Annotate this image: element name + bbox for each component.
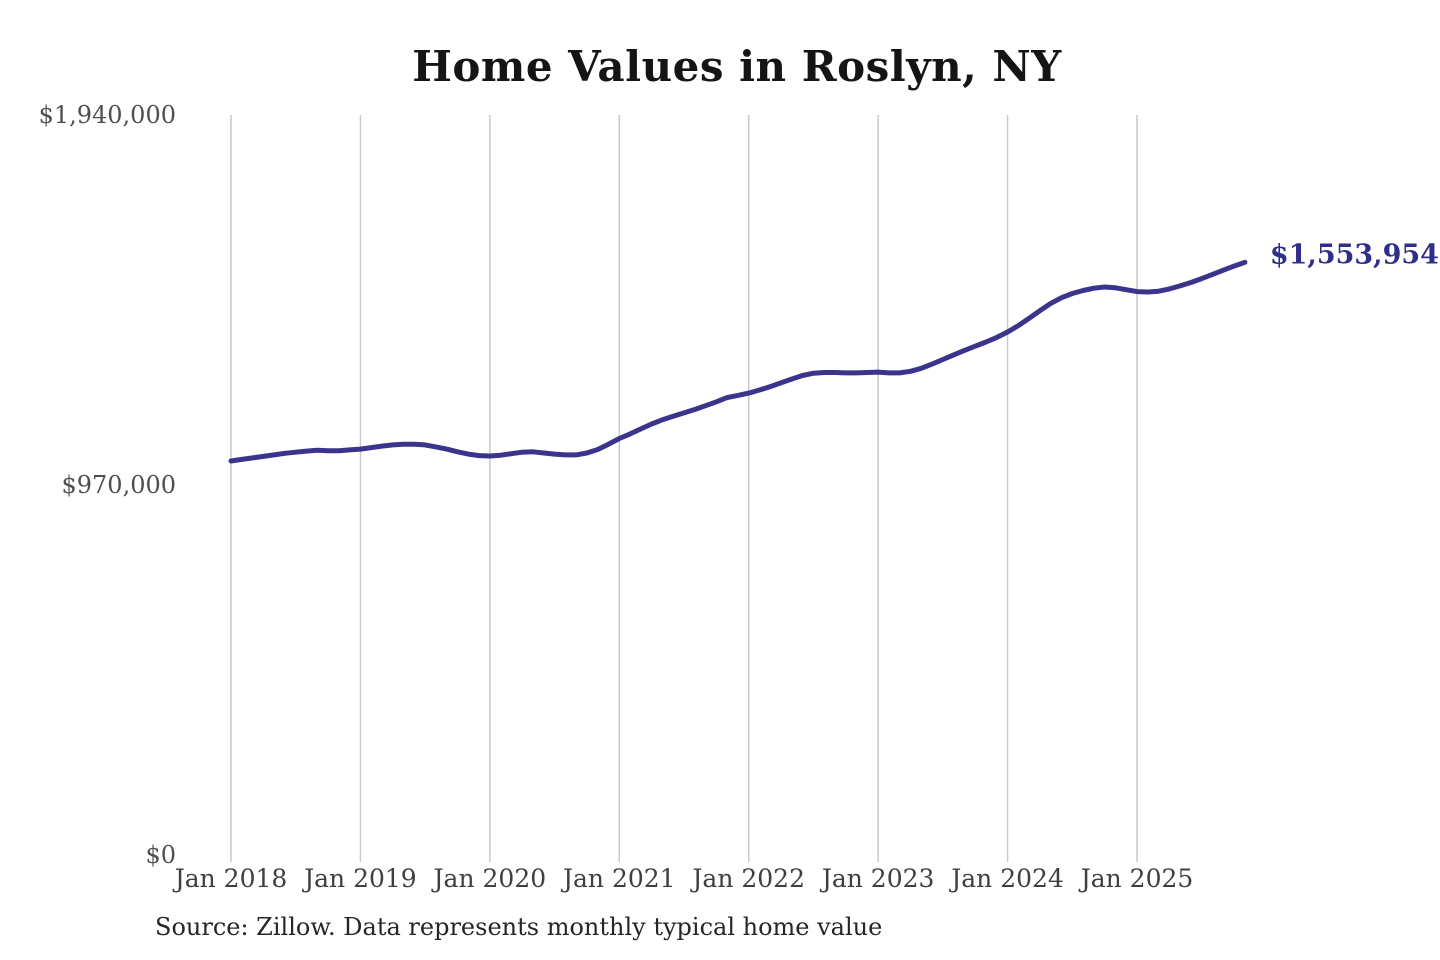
y-tick-label-0: $0 (145, 841, 176, 869)
vertical-gridlines (230, 115, 1138, 862)
home-value-line-series (228, 259, 1248, 464)
y-tick-label-1940000: $1,940,000 (38, 101, 176, 129)
chart-title: Home Values in Roslyn, NY (412, 42, 1062, 91)
x-tick-label-jan-2021: Jan 2021 (562, 864, 676, 893)
source-note: Source: Zillow. Data represents monthly … (155, 913, 883, 941)
y-tick-label-970000: $970,000 (61, 471, 176, 499)
x-tick-label-jan-2020: Jan 2020 (433, 864, 547, 893)
x-tick-label-jan-2022: Jan 2022 (692, 864, 806, 893)
x-tick-label-jan-2018: Jan 2018 (174, 864, 288, 893)
x-tick-label-jan-2024: Jan 2024 (951, 864, 1064, 893)
x-tick-label-jan-2019: Jan 2019 (304, 864, 417, 893)
x-tick-label-jan-2023: Jan 2023 (821, 864, 935, 893)
x-tick-label-jan-2025: Jan 2025 (1080, 864, 1194, 893)
latest-value-label: $1,553,954 (1269, 239, 1439, 271)
